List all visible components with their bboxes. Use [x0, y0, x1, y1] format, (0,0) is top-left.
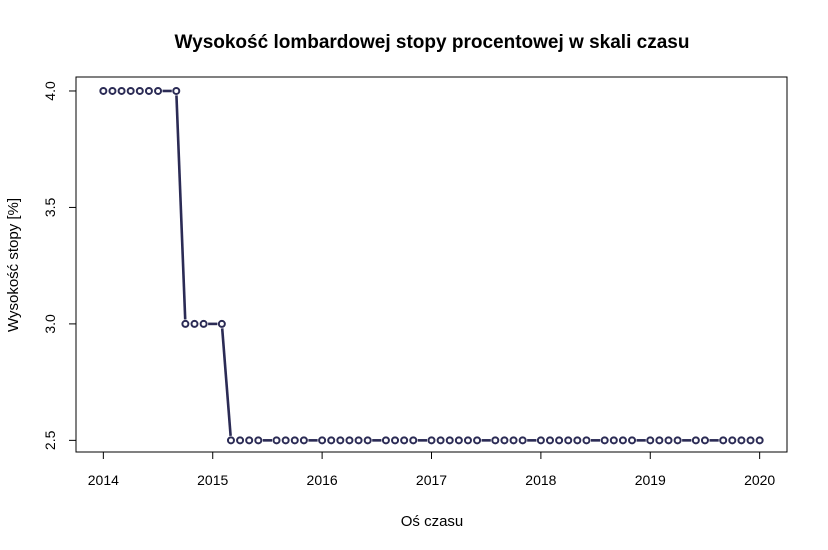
- x-tick-label: 2015: [197, 472, 228, 488]
- data-point: [755, 436, 764, 445]
- data-point: [536, 436, 545, 445]
- x-axis: 2014 2015 2016 2017 2018 2019 2020: [88, 451, 775, 488]
- series-line-segment: [175, 95, 187, 320]
- data-point: [172, 86, 181, 95]
- data-point: [190, 319, 199, 328]
- data-point: [518, 436, 527, 445]
- data-point: [427, 436, 436, 445]
- data-point: [363, 436, 372, 445]
- data-point: [655, 436, 664, 445]
- data-point: [409, 436, 418, 445]
- data-point: [545, 436, 554, 445]
- data-point: [728, 436, 737, 445]
- data-point: [272, 436, 281, 445]
- x-tick-label: 2014: [88, 472, 119, 488]
- data-point: [345, 436, 354, 445]
- data-point: [673, 436, 682, 445]
- data-point: [691, 436, 700, 445]
- data-point: [318, 436, 327, 445]
- data-point: [236, 436, 245, 445]
- series-layer: [99, 86, 764, 445]
- data-point: [746, 436, 755, 445]
- data-point: [391, 436, 400, 445]
- data-point: [181, 319, 190, 328]
- data-point: [199, 319, 208, 328]
- data-point: [582, 436, 591, 445]
- data-point: [354, 436, 363, 445]
- data-point: [609, 436, 618, 445]
- data-point: [126, 86, 135, 95]
- data-point: [245, 436, 254, 445]
- y-tick-label: 3.0: [42, 314, 58, 334]
- data-point: [564, 436, 573, 445]
- x-tick-label: 2016: [307, 472, 338, 488]
- data-point: [618, 436, 627, 445]
- data-point: [491, 436, 500, 445]
- data-point: [400, 436, 409, 445]
- data-point: [463, 436, 472, 445]
- x-tick-label: 2017: [416, 472, 447, 488]
- data-point: [217, 319, 226, 328]
- data-point: [299, 436, 308, 445]
- y-tick-label: 3.5: [42, 197, 58, 217]
- data-point: [226, 436, 235, 445]
- data-point: [600, 436, 609, 445]
- y-axis: 2.5 3.0 3.5 4.0: [42, 81, 77, 450]
- chart-title: Wysokość lombardowej stopy procentowej w…: [175, 32, 690, 53]
- data-point: [336, 436, 345, 445]
- data-point: [154, 86, 163, 95]
- data-point: [700, 436, 709, 445]
- data-point: [573, 436, 582, 445]
- data-point: [454, 436, 463, 445]
- data-point: [664, 436, 673, 445]
- data-point: [381, 436, 390, 445]
- data-point: [719, 436, 728, 445]
- data-point: [99, 86, 108, 95]
- data-point: [117, 86, 126, 95]
- x-axis-label: Oś czasu: [401, 513, 464, 530]
- data-point: [108, 86, 117, 95]
- data-point: [737, 436, 746, 445]
- data-point: [445, 436, 454, 445]
- data-point: [144, 86, 153, 95]
- data-point: [509, 436, 518, 445]
- data-point: [646, 436, 655, 445]
- data-point: [254, 436, 263, 445]
- data-point: [473, 436, 482, 445]
- data-point: [135, 86, 144, 95]
- data-point: [628, 436, 637, 445]
- data-point: [281, 436, 290, 445]
- y-axis-label: Wysokość stopy [%]: [5, 198, 22, 332]
- x-tick-label: 2020: [744, 472, 775, 488]
- data-point: [327, 436, 336, 445]
- x-tick-label: 2019: [635, 472, 666, 488]
- y-tick-label: 2.5: [42, 430, 58, 450]
- data-point: [555, 436, 564, 445]
- x-tick-label: 2018: [525, 472, 556, 488]
- series-line-segment: [220, 328, 232, 436]
- y-tick-label: 4.0: [42, 81, 58, 101]
- data-point: [290, 436, 299, 445]
- data-point: [500, 436, 509, 445]
- data-point: [436, 436, 445, 445]
